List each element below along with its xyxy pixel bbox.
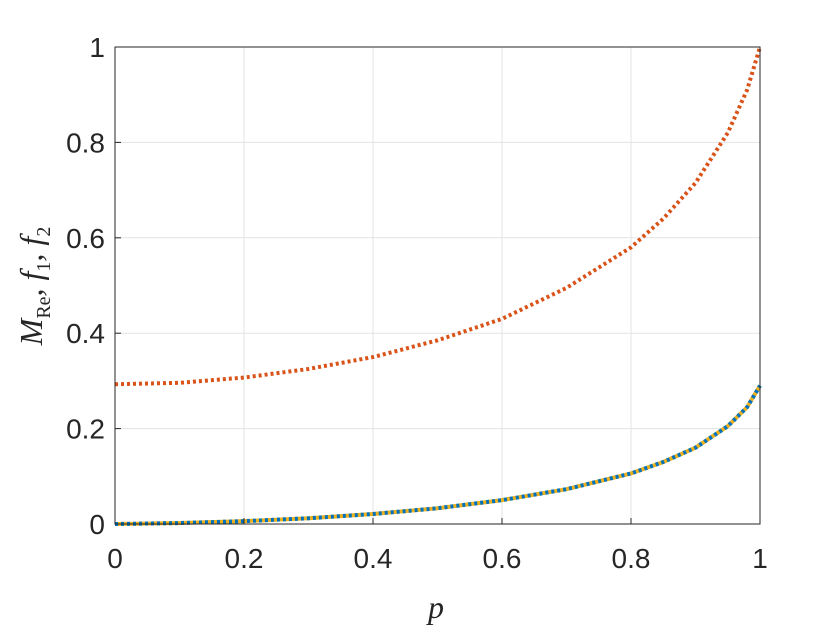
y-axis-label-part: 2 <box>33 227 55 237</box>
x-tick-label: 1 <box>752 543 768 574</box>
series-line <box>114 46 762 387</box>
y-tick-label: 0.2 <box>66 414 105 445</box>
y-tick-label: 0.8 <box>66 127 105 158</box>
y-tick-label: 0.6 <box>66 223 105 254</box>
y-tick-label: 0.4 <box>66 318 105 349</box>
lines <box>114 46 762 526</box>
y-axis-label-part: , f <box>13 233 49 262</box>
x-axis-label: p <box>426 589 444 625</box>
series-line <box>114 384 762 526</box>
y-axis-label: MRe, f1, f2 <box>13 227 55 347</box>
x-tick-label: 0.2 <box>225 543 264 574</box>
y-tick-label: 0 <box>89 509 105 540</box>
x-tick-label: 0.6 <box>483 543 522 574</box>
y-axis-label-part: M <box>13 316 49 346</box>
y-axis-label-part: , f <box>13 267 49 296</box>
x-tick-label: 0.8 <box>612 543 651 574</box>
y-axis-label-part: Re <box>33 296 55 318</box>
x-tick-label: 0 <box>107 543 123 574</box>
y-tick-label: 1 <box>89 32 105 63</box>
y-axis-label-part: 1 <box>33 262 55 272</box>
axes-box <box>114 46 761 525</box>
plot-area <box>115 47 760 524</box>
x-tick-label: 0.4 <box>354 543 393 574</box>
